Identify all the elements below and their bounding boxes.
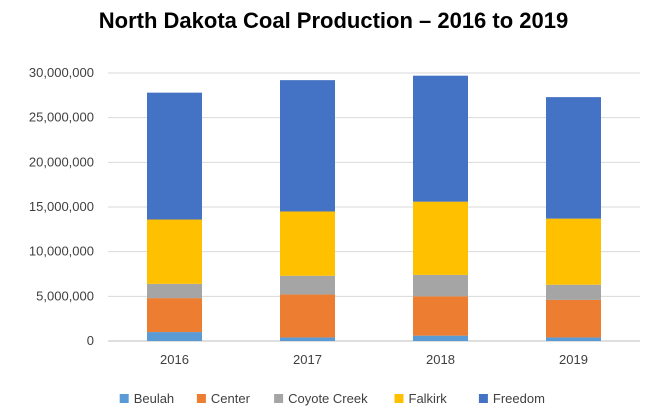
legend-swatch [119,394,129,403]
x-tick-label: 2017 [293,352,322,367]
legend-swatch [196,394,206,403]
y-tick-label: 15,000,000 [29,199,94,214]
bar-segment-falkirk [546,218,601,285]
bar-segment-coyote-creek [546,284,601,300]
legend: Beulah Center Coyote Creek Falkirk Freedom [119,391,545,406]
bar-segment-center [147,298,202,333]
legend-swatch [478,394,488,403]
legend-item: Freedom [478,391,545,406]
bar-segment-beulah [280,337,335,341]
x-tick-label: 2016 [160,352,189,367]
bar-segment-coyote-creek [147,283,202,299]
bar-segment-falkirk [413,201,468,275]
y-tick-label: 25,000,000 [29,110,94,125]
bar-segment-beulah [413,335,468,341]
bar-segment-freedom [413,75,468,202]
legend-swatch [394,394,404,403]
x-tick-label: 2018 [426,352,455,367]
y-tick-label: 20,000,000 [29,154,94,169]
y-tick-label: 5,000,000 [36,288,94,303]
bar-segment-freedom [546,97,601,219]
bar-segment-center [280,294,335,338]
legend-item: Coyote Creek [274,391,368,406]
legend-item: Falkirk [394,391,448,406]
bar-segment-beulah [147,332,202,341]
legend-label: Freedom [493,391,545,406]
bar-segment-freedom [280,80,335,212]
bar-segment-coyote-creek [413,274,468,297]
y-tick-label: 10,000,000 [29,244,94,259]
legend-swatch [274,394,284,403]
chart-title: North Dakota Coal Production – 2016 to 2… [98,8,569,33]
legend-item: Beulah [119,391,174,406]
bar-segment-falkirk [147,219,202,284]
bar-segment-center [546,299,601,338]
legend-label: Falkirk [409,391,448,406]
bar-segment-center [413,296,468,336]
bar-segment-falkirk [280,211,335,276]
legend-label: Beulah [134,391,174,406]
x-axis-ticks: 2016 2017 2018 2019 [160,352,588,367]
bar-segment-beulah [546,337,601,341]
bars [147,75,601,341]
y-tick-label: 0 [87,333,94,348]
y-tick-label: 30,000,000 [29,65,94,80]
x-tick-label: 2019 [559,352,588,367]
legend-label: Coyote Creek [288,391,368,406]
bar-segment-coyote-creek [280,275,335,295]
bar-segment-freedom [147,92,202,220]
y-axis-ticks: 0 5,000,000 10,000,000 15,000,000 20,000,000… [29,65,94,348]
legend-item: Center [196,391,251,406]
legend-label: Center [211,391,251,406]
